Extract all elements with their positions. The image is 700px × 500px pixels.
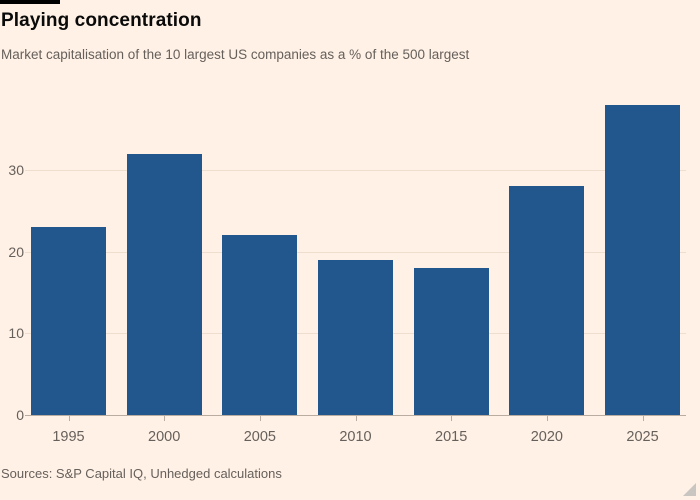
x-axis-tick [164,416,166,421]
x-axis-tick [546,416,548,421]
x-axis-tick-label: 2000 [148,429,181,445]
gridline-20 [25,251,686,253]
y-axis-tick-label: 30 [8,161,24,178]
x-axis-tick [259,416,261,421]
x-axis-tick-label: 2005 [243,429,276,445]
page-title: Playing concentration [1,10,202,31]
x-axis-tick [642,416,644,421]
bar-2025 [605,104,681,415]
source-note: Sources: S&P Capital IQ, Unhedged calcul… [1,466,282,481]
bar-2020 [509,186,585,415]
x-axis-tick-label: 2025 [626,429,659,445]
bar-2005 [222,235,298,415]
x-axis-tick-label: 1995 [52,429,85,445]
x-axis-tick-label: 2010 [339,429,372,445]
y-axis-tick-label: 10 [8,325,24,342]
x-axis-line [25,415,686,416]
bar-2015 [413,267,489,415]
bar-1995 [31,227,106,415]
ft-brand-bar [0,0,60,4]
gridline-30 [25,169,686,171]
x-axis-tick-label: 2015 [435,429,468,445]
bar-2000 [126,153,202,415]
y-axis-tick-label: 0 [16,407,24,423]
x-axis-tick-label: 2020 [530,429,563,445]
bar-2010 [318,259,393,415]
x-axis-tick [355,416,357,421]
y-axis-tick-label: 20 [8,243,24,260]
x-axis-tick [451,416,453,421]
page-subtitle: Market capitalisation of the 10 largest … [1,47,470,62]
x-axis-tick [68,416,70,421]
